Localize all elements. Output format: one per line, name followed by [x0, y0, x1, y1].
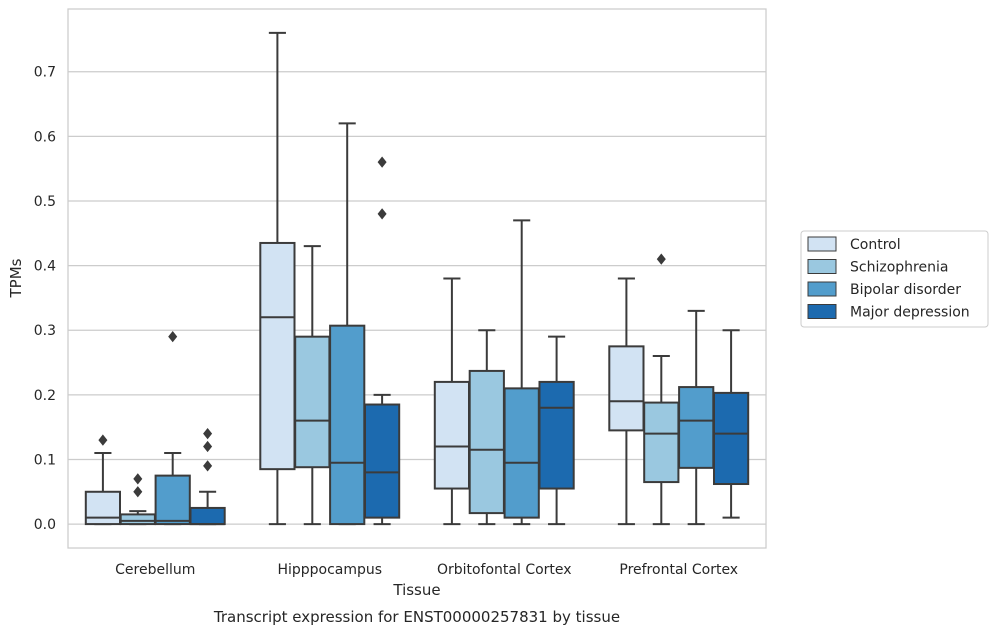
y-axis-ticks: 0.0 0.1 0.2 0.3 0.4 0.5 0.6 0.7 [34, 65, 56, 533]
box-plot [503, 219, 540, 526]
box-body [678, 386, 715, 469]
outlier-point [168, 331, 178, 343]
legend-label: Control [850, 237, 901, 253]
plot-area-frame [67, 8, 767, 549]
y-axis-title: TPMs [7, 258, 25, 298]
legend-swatch [807, 281, 837, 297]
legend-label: Schizophrenia [850, 260, 948, 276]
box-plot [329, 122, 366, 526]
box-plot [468, 329, 505, 526]
box-body [643, 401, 680, 484]
legend-frame [800, 230, 989, 328]
y-tick-label: 0.4 [34, 259, 56, 275]
box-plot [643, 253, 680, 526]
box-body [433, 380, 471, 490]
outlier-point [203, 460, 213, 472]
box-body [294, 335, 331, 469]
x-axis-title: Tissue [392, 581, 440, 599]
legend-swatch [807, 259, 837, 274]
y-tick-label: 0.6 [34, 129, 56, 145]
box-plot [294, 245, 331, 526]
box-body [259, 241, 296, 471]
outlier-point [133, 473, 143, 485]
outlier-point [377, 208, 387, 220]
box-plot [154, 331, 191, 526]
legend-swatch [807, 236, 837, 252]
chart-caption: Transcript expression for ENST0000025783… [213, 608, 620, 626]
y-tick-label: 0.3 [34, 323, 56, 339]
gridlines [68, 71, 766, 525]
y-tick-label: 0.1 [34, 452, 56, 468]
outlier-point [203, 440, 213, 453]
box-body [84, 490, 122, 526]
outlier-point [377, 156, 387, 168]
outlier-point [656, 253, 666, 265]
box-plot [189, 427, 226, 526]
x-tick-label: Hipppocampus [277, 562, 382, 578]
x-tick-label: Orbitofontal Cortex [437, 562, 572, 578]
outlier-point [98, 434, 108, 446]
box-body [608, 345, 645, 432]
y-tick-label: 0.5 [34, 194, 56, 210]
y-tick-label: 0.0 [34, 517, 56, 533]
box-plot [538, 335, 575, 526]
box-body [329, 324, 366, 526]
box-plot [608, 277, 645, 526]
box-plot [259, 31, 296, 526]
outlier-point [203, 427, 213, 440]
legend-swatch [807, 304, 837, 319]
box-body [189, 506, 226, 526]
outlier-point [133, 486, 143, 498]
box-body [712, 391, 750, 486]
box-body [119, 513, 156, 526]
x-tick-label: Prefrontal Cortex [619, 562, 738, 578]
x-tick-label: Cerebellum [115, 562, 195, 578]
box-plot [119, 473, 156, 526]
box-body [503, 387, 540, 519]
box-body [538, 380, 575, 490]
box-body [363, 403, 401, 519]
legend: Control Schizophrenia Bipolar disorder Majo… [800, 230, 989, 328]
legend-label: Bipolar disorder [850, 282, 961, 298]
box-plot [712, 329, 750, 519]
box-plots [84, 31, 750, 526]
box-plot [678, 309, 715, 526]
box-body [468, 369, 505, 515]
box-plot [84, 434, 122, 526]
legend-label: Major depression [850, 305, 970, 321]
x-axis-ticks: Cerebellum Hipppocampus Orbitofontal Corte… [115, 562, 738, 578]
box-body [154, 474, 191, 526]
y-tick-label: 0.2 [34, 388, 56, 404]
box-plot [433, 277, 471, 526]
box-plot [363, 156, 401, 526]
y-tick-label: 0.7 [34, 65, 56, 81]
